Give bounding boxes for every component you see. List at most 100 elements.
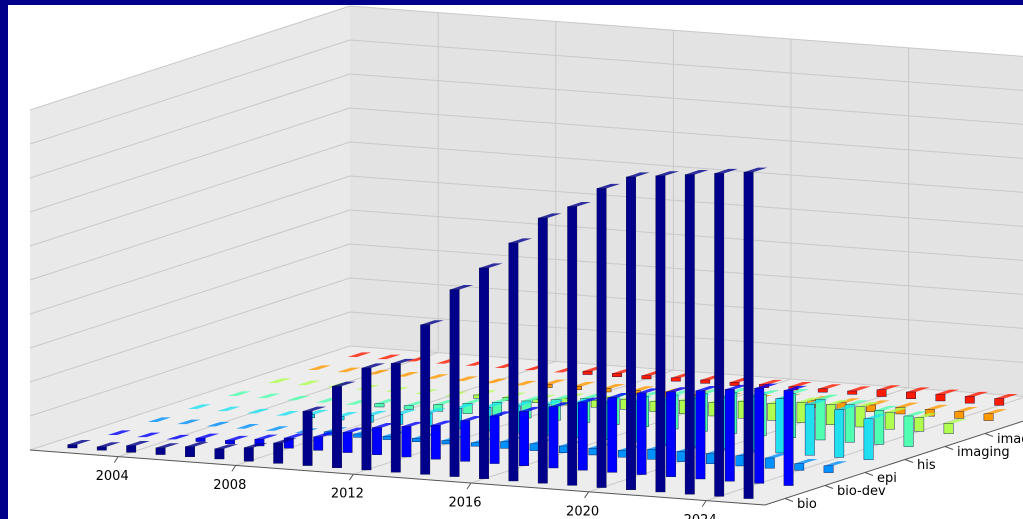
bar-top bbox=[743, 167, 768, 173]
bar-top bbox=[286, 395, 310, 401]
x-tick bbox=[348, 473, 354, 481]
bar bbox=[994, 398, 1005, 406]
bar bbox=[914, 417, 925, 432]
y-tick-label: epi bbox=[877, 471, 897, 486]
grid-line bbox=[29, 107, 1023, 213]
bar-top bbox=[431, 420, 455, 426]
bar-top bbox=[695, 386, 720, 391]
bar-top bbox=[420, 320, 444, 325]
grid-line bbox=[29, 209, 1023, 315]
bar-top bbox=[372, 423, 396, 428]
bar bbox=[826, 404, 836, 425]
bar-top bbox=[815, 394, 840, 400]
bar bbox=[641, 375, 652, 380]
bar bbox=[559, 445, 569, 453]
grid-line bbox=[29, 277, 1023, 383]
x-tick bbox=[113, 456, 119, 463]
bar bbox=[449, 289, 460, 477]
bar-top bbox=[307, 365, 332, 370]
x-tick bbox=[231, 465, 237, 472]
bar-top bbox=[855, 402, 880, 407]
bar bbox=[670, 377, 681, 382]
bar bbox=[775, 398, 786, 454]
grid-line bbox=[29, 39, 1023, 145]
bar bbox=[823, 465, 834, 473]
bar bbox=[382, 435, 393, 440]
bar bbox=[666, 391, 676, 477]
bar bbox=[876, 389, 887, 397]
bar-top bbox=[246, 408, 270, 414]
bar bbox=[884, 411, 895, 430]
bar-top bbox=[377, 354, 401, 360]
bar-top bbox=[685, 170, 709, 175]
bar-top bbox=[97, 442, 121, 447]
bar bbox=[225, 440, 235, 444]
bar-top bbox=[796, 397, 821, 403]
bar-top bbox=[596, 183, 621, 189]
bar bbox=[67, 444, 78, 449]
bar-top bbox=[845, 400, 869, 405]
bar-top bbox=[177, 419, 201, 425]
x-tick bbox=[584, 491, 590, 499]
grid-line bbox=[29, 175, 1023, 281]
bar bbox=[863, 418, 874, 460]
bar-top bbox=[361, 363, 386, 368]
bar-top bbox=[538, 213, 562, 218]
axis-line bbox=[29, 420, 1023, 506]
bar bbox=[729, 381, 740, 386]
bar-top bbox=[834, 405, 858, 410]
bar bbox=[815, 398, 826, 441]
grid-line bbox=[29, 73, 1023, 179]
y-tick bbox=[864, 472, 874, 476]
bar bbox=[866, 404, 876, 412]
bar bbox=[462, 403, 473, 414]
bar-top bbox=[578, 397, 602, 403]
x-tick-label: 2012 bbox=[331, 487, 364, 502]
bar-top bbox=[863, 414, 888, 419]
bar bbox=[519, 411, 529, 466]
bar bbox=[479, 267, 489, 479]
bar bbox=[636, 392, 647, 475]
bar-top bbox=[267, 378, 292, 383]
bar bbox=[470, 442, 481, 447]
bar bbox=[676, 451, 687, 462]
bar bbox=[794, 463, 805, 471]
bar-top bbox=[395, 372, 420, 377]
bar-top bbox=[823, 461, 848, 466]
bar-top bbox=[206, 421, 230, 427]
bar-top bbox=[479, 263, 503, 268]
bar-top bbox=[284, 433, 308, 438]
bar bbox=[361, 367, 372, 471]
bar bbox=[537, 217, 548, 484]
bar-top bbox=[874, 405, 898, 411]
bar-top bbox=[391, 358, 415, 364]
bar-top bbox=[257, 393, 281, 399]
bar-top bbox=[489, 411, 514, 416]
bar bbox=[372, 427, 382, 455]
grid-line bbox=[29, 243, 1023, 349]
y-tick-label: bio bbox=[797, 497, 817, 512]
bar-top bbox=[513, 380, 537, 386]
bar-top bbox=[925, 404, 949, 410]
bar bbox=[353, 433, 364, 438]
bar bbox=[567, 206, 578, 486]
bar bbox=[743, 171, 754, 499]
bar bbox=[596, 188, 607, 488]
bar bbox=[626, 176, 636, 490]
bar-top bbox=[906, 387, 930, 392]
bar bbox=[724, 389, 735, 482]
bar-top bbox=[166, 434, 190, 440]
y-tick bbox=[944, 446, 954, 450]
bar bbox=[964, 396, 975, 404]
bar-top bbox=[484, 378, 508, 384]
y-tick bbox=[824, 485, 834, 489]
bar-top bbox=[519, 406, 543, 412]
bar-top bbox=[759, 379, 783, 385]
bar bbox=[126, 445, 137, 453]
bar-top bbox=[935, 389, 960, 395]
bar bbox=[906, 391, 916, 399]
bar-top bbox=[313, 432, 337, 437]
bar-top bbox=[542, 379, 567, 385]
bar bbox=[195, 437, 206, 442]
